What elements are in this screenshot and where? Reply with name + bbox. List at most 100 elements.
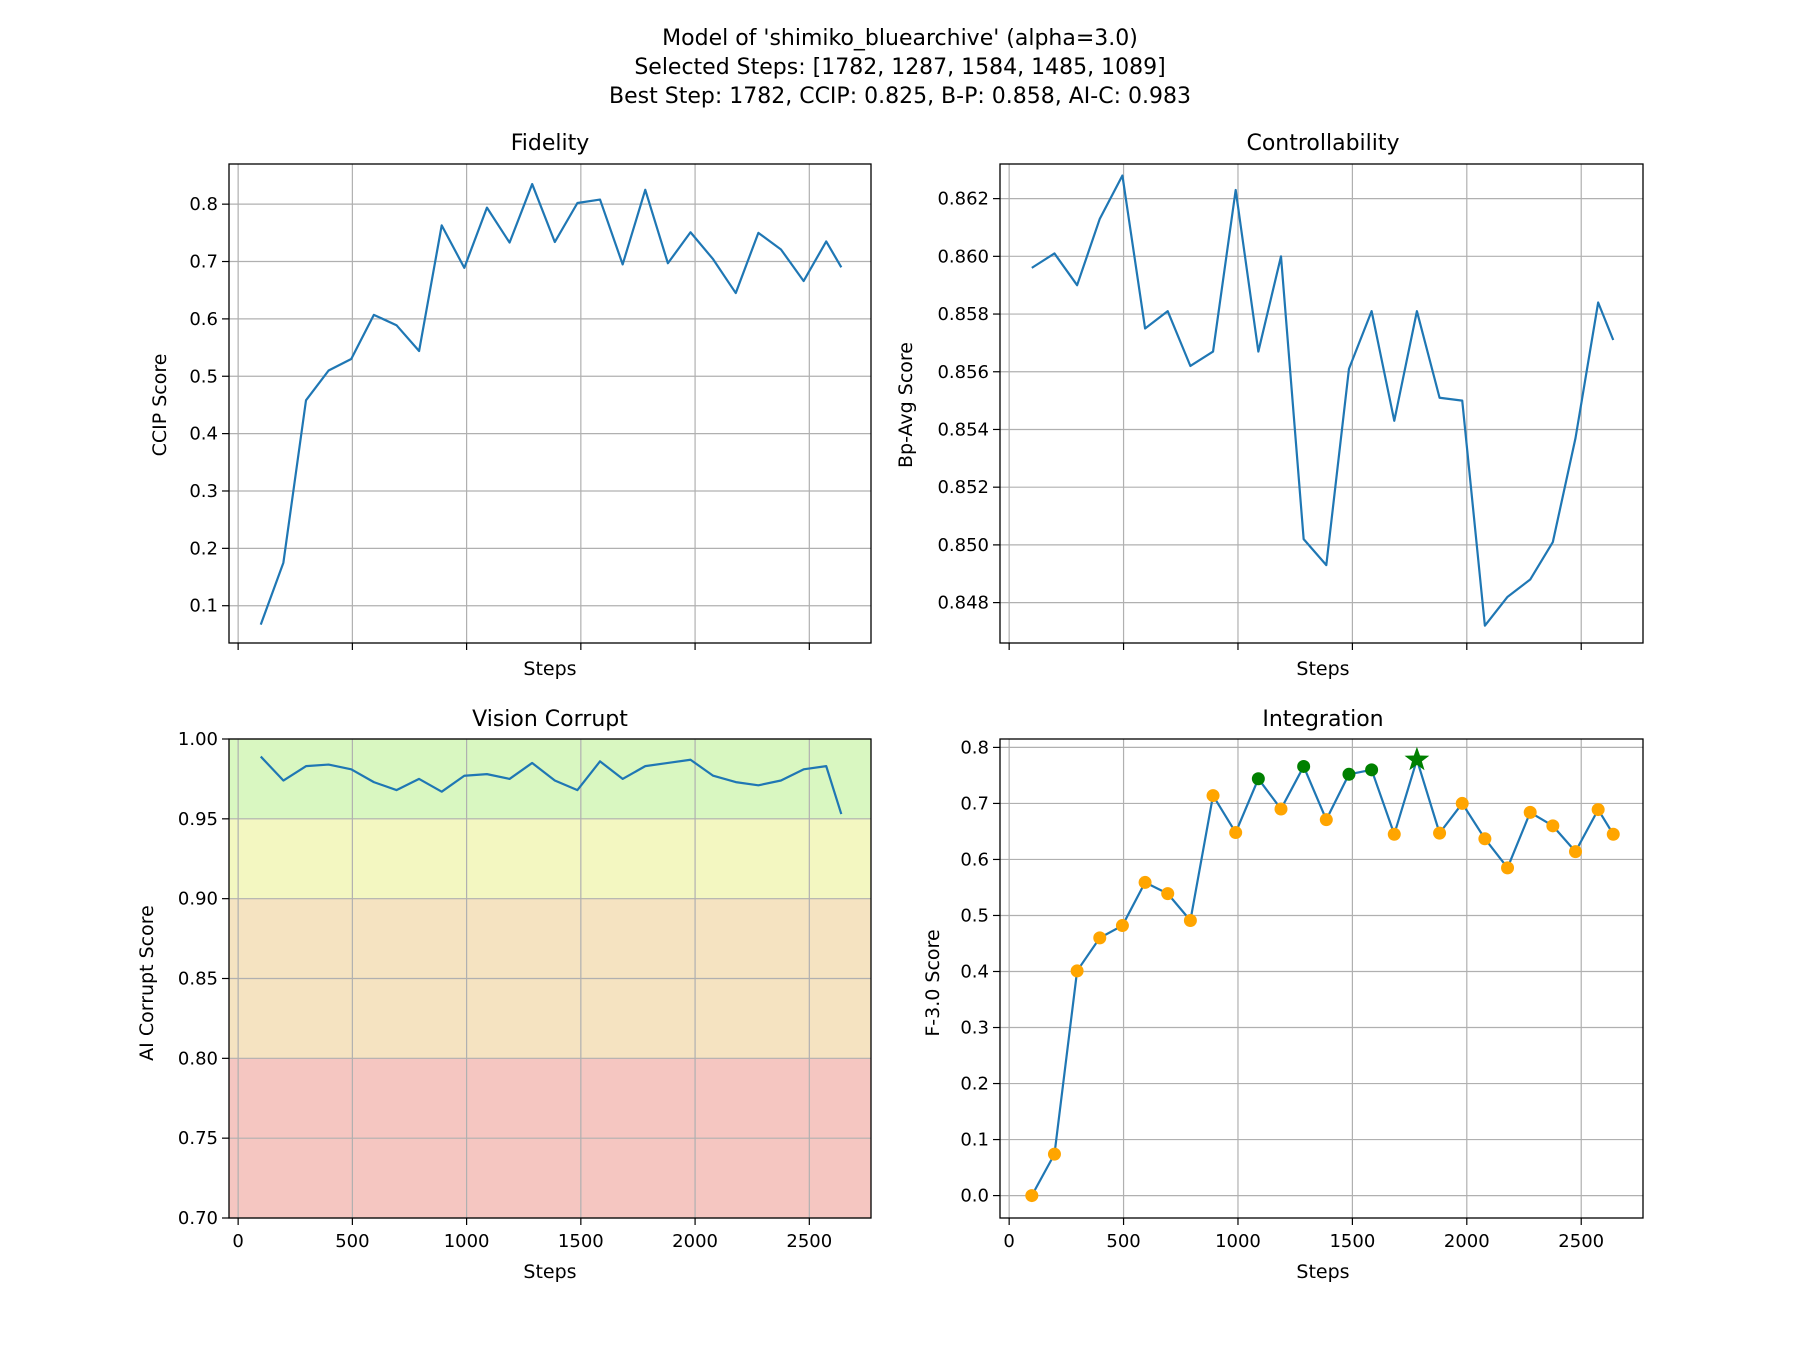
fidelity-x-axis-label: Steps — [523, 658, 576, 680]
integration-data-point — [1319, 813, 1333, 827]
controllability-y-tick-label-3: 0.854 — [937, 419, 989, 440]
controllability-x-axis-label: Steps — [1296, 658, 1349, 680]
vision-corrupt-x-tick-label-1: 500 — [335, 1231, 369, 1252]
vision-corrupt-y-tick-label-0: 0.70 — [178, 1208, 218, 1229]
fidelity-subplot: Fidelity Steps CCIP Score 0.1 0.2 0.3 0.4 0.… — [149, 131, 872, 680]
integration-y-tick-label-0: 0.0 — [960, 1186, 989, 1207]
fidelity-y-tick-label-0: 0.1 — [189, 596, 218, 617]
integration-x-tick-label-1: 500 — [1106, 1231, 1140, 1252]
vision-corrupt-x-tick-label-2: 1000 — [444, 1231, 490, 1252]
integration-x-tick-label-2: 1000 — [1215, 1231, 1261, 1252]
integration-title: Integration — [1262, 707, 1383, 732]
integration-data-point — [1093, 931, 1107, 945]
integration-subplot: Integration Steps F-3.0 Score 0 500 1000 15… — [922, 707, 1644, 1283]
integration-selected-point — [1297, 759, 1311, 773]
vision-corrupt-y-tick-label-3: 0.85 — [178, 969, 218, 990]
fidelity-axes-frame — [228, 163, 872, 644]
integration-selected-point — [1342, 767, 1356, 781]
figure-title-line-3: Best Step: 1782, CCIP: 0.825, B-P: 0.858… — [609, 84, 1191, 109]
vision-corrupt-x-tick-label-4: 2000 — [672, 1231, 718, 1252]
integration-data-point — [1229, 826, 1243, 840]
integration-data-point — [1138, 875, 1152, 889]
fidelity-y-tick-label-7: 0.8 — [189, 194, 218, 215]
integration-selected-point — [1251, 772, 1265, 786]
controllability-subplot: Controllability Steps Bp-Avg Score 0.848… — [895, 131, 1644, 680]
fidelity-y-tick-label-4: 0.5 — [189, 366, 218, 387]
figure-title-line-1: Model of 'shimiko_bluearchive' (alpha=3.… — [662, 26, 1138, 51]
vision-corrupt-y-tick-label-4: 0.90 — [178, 889, 218, 910]
integration-data-point — [1387, 827, 1401, 841]
vision-corrupt-y-tick-label-1: 0.75 — [178, 1128, 218, 1149]
integration-y-axis-label: F-3.0 Score — [922, 929, 944, 1036]
controllability-y-tick-label-4: 0.856 — [937, 362, 989, 383]
integration-data-point — [1206, 789, 1220, 803]
controllability-y-tick-label-2: 0.852 — [937, 477, 989, 498]
integration-data-point — [1274, 802, 1288, 816]
fidelity-series-line-0 — [259, 182, 843, 626]
controllability-y-tick-label-7: 0.862 — [937, 189, 989, 210]
integration-x-tick-label-0: 0 — [1003, 1231, 1014, 1252]
vision-corrupt-title: Vision Corrupt — [472, 707, 628, 732]
integration-x-tick-label-3: 1500 — [1329, 1231, 1375, 1252]
vision-corrupt-band-1 — [229, 818, 871, 899]
integration-data-point — [1546, 819, 1560, 833]
integration-y-tick-label-5: 0.5 — [960, 905, 989, 926]
integration-x-tick-label-4: 2000 — [1444, 1231, 1490, 1252]
vision-corrupt-y-tick-label-2: 0.80 — [178, 1048, 218, 1069]
figure-title-line-2: Selected Steps: [1782, 1287, 1584, 1485,… — [634, 55, 1165, 80]
vision-corrupt-x-tick-label-0: 0 — [232, 1231, 243, 1252]
vision-corrupt-series-line-0 — [259, 755, 843, 815]
integration-data-point — [1606, 827, 1620, 841]
integration-data-point — [1433, 826, 1447, 840]
integration-data-point — [1455, 796, 1469, 810]
integration-data-point — [1025, 1189, 1039, 1203]
integration-y-tick-label-7: 0.7 — [960, 793, 989, 814]
integration-data-point — [1047, 1147, 1061, 1161]
fidelity-y-tick-label-1: 0.2 — [189, 538, 218, 559]
integration-data-point — [1070, 964, 1084, 978]
integration-best-point-star — [1404, 746, 1430, 771]
integration-x-axis-label: Steps — [1296, 1261, 1349, 1283]
fidelity-y-tick-label-3: 0.4 — [189, 424, 218, 445]
vision-corrupt-y-tick-label-5: 0.95 — [178, 809, 218, 830]
fidelity-y-tick-label-5: 0.6 — [189, 309, 218, 330]
integration-data-point — [1501, 861, 1515, 875]
controllability-y-tick-label-6: 0.860 — [937, 246, 989, 267]
controllability-y-axis-label: Bp-Avg Score — [895, 342, 917, 468]
fidelity-title: Fidelity — [511, 131, 590, 156]
integration-axes-frame — [999, 738, 1644, 1219]
integration-y-tick-label-2: 0.2 — [960, 1074, 989, 1095]
integration-x-tick-label-5: 2500 — [1558, 1231, 1604, 1252]
controllability-y-tick-label-0: 0.848 — [937, 593, 989, 614]
vision-corrupt-y-axis-label: AI Corrupt Score — [136, 905, 158, 1061]
integration-data-point — [1478, 832, 1492, 846]
integration-y-tick-label-8: 0.8 — [960, 737, 989, 758]
fidelity-y-tick-label-6: 0.7 — [189, 252, 218, 273]
integration-y-tick-label-1: 0.1 — [960, 1130, 989, 1151]
controllability-y-tick-label-1: 0.850 — [937, 535, 989, 556]
fidelity-y-tick-label-2: 0.3 — [189, 481, 218, 502]
integration-data-point — [1591, 803, 1605, 817]
integration-data-point — [1523, 805, 1537, 819]
integration-data-point — [1568, 845, 1582, 859]
vision-corrupt-subplot: Vision Corrupt Steps AI Corrupt Score 0 5… — [136, 707, 872, 1283]
vision-corrupt-x-tick-label-5: 2500 — [786, 1231, 832, 1252]
integration-data-point — [1183, 914, 1197, 928]
vision-corrupt-x-tick-label-3: 1500 — [558, 1231, 604, 1252]
integration-data-point — [1115, 919, 1129, 933]
integration-selected-point — [1365, 763, 1379, 777]
vision-corrupt-band-0 — [229, 739, 871, 819]
controllability-axes-frame — [999, 163, 1644, 644]
controllability-series-line-0 — [1031, 174, 1615, 627]
integration-y-tick-label-6: 0.6 — [960, 849, 989, 870]
fidelity-y-axis-label: CCIP Score — [149, 354, 171, 457]
integration-y-tick-label-4: 0.4 — [960, 961, 989, 982]
integration-series-line-0 — [1030, 758, 1615, 1197]
controllability-title: Controllability — [1246, 131, 1399, 156]
figure-title: Model of 'shimiko_bluearchive' (alpha=3.… — [609, 26, 1191, 109]
integration-y-tick-label-3: 0.3 — [960, 1018, 989, 1039]
controllability-y-tick-label-5: 0.858 — [937, 304, 989, 325]
vision-corrupt-y-tick-label-6: 1.00 — [178, 729, 218, 750]
vision-corrupt-x-axis-label: Steps — [523, 1261, 576, 1283]
